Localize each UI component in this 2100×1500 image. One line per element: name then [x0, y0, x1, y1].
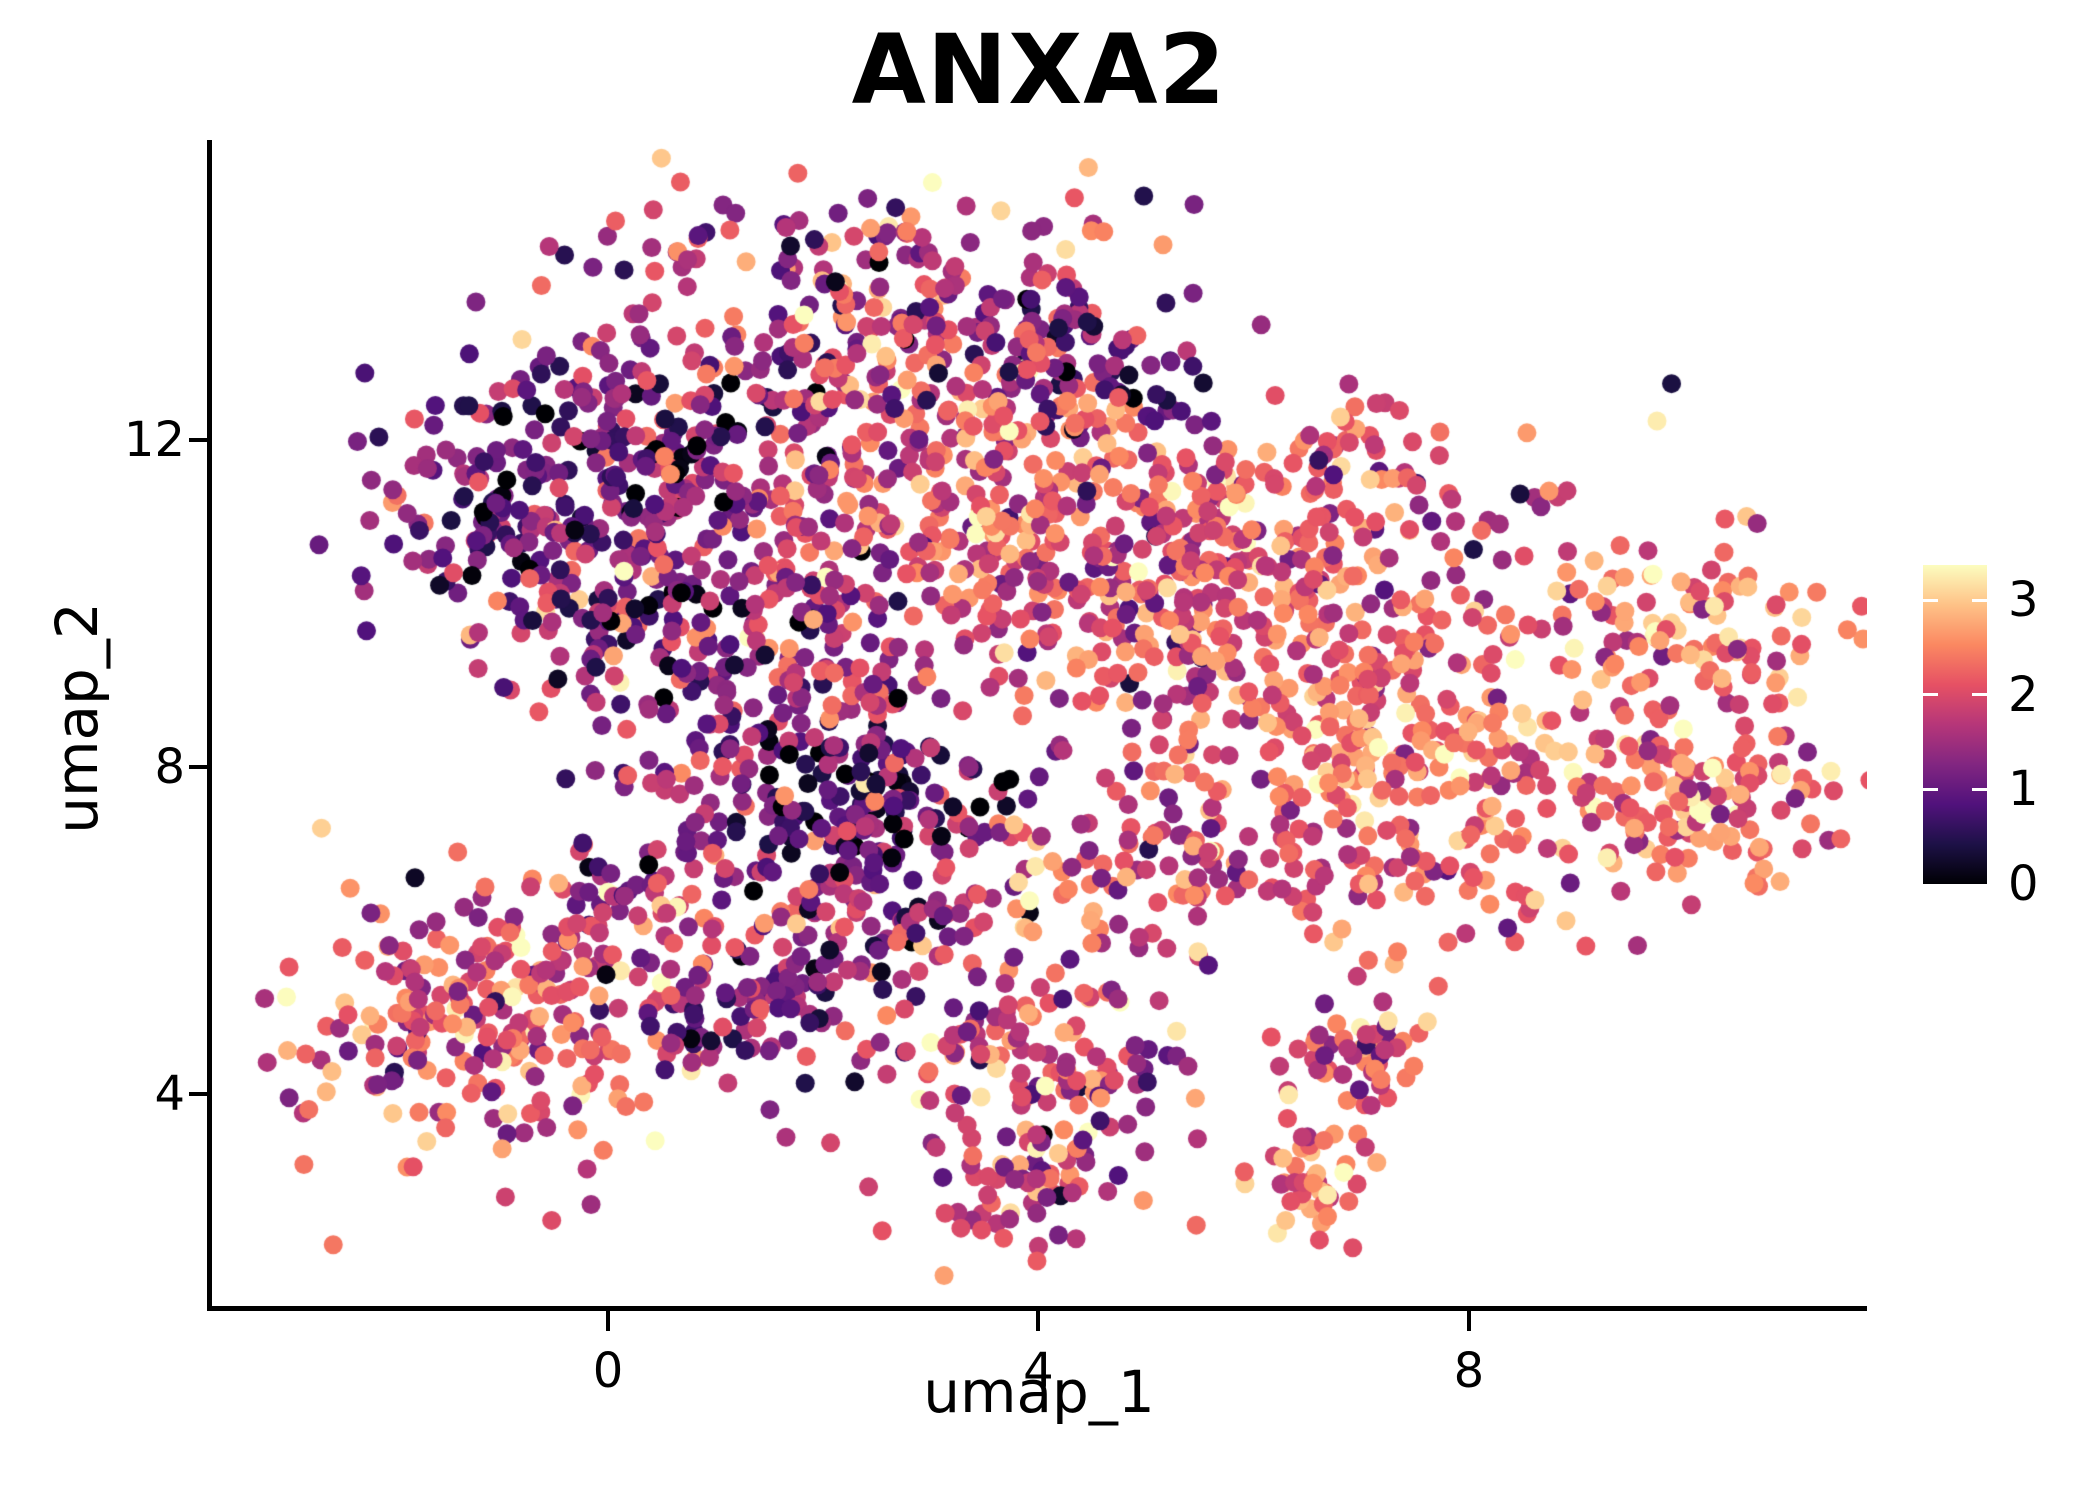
- colorbar: [1923, 565, 1987, 884]
- colorbar-tick-mark-3: [1923, 598, 1938, 602]
- y-tick-label-12: 12: [123, 412, 185, 469]
- y-axis-label: umap_2: [43, 602, 111, 834]
- colorbar-tick-mark-r-2: [1972, 693, 1987, 697]
- x-tick-label-0: 0: [592, 1343, 624, 1399]
- x-tick-mark-0: [606, 1311, 611, 1331]
- x-tick-mark-8: [1466, 1311, 1471, 1331]
- x-tick-label-8: 8: [1453, 1343, 1485, 1399]
- x-tick-label-4: 4: [1023, 1343, 1054, 1399]
- x-tick-mark-4: [1036, 1311, 1041, 1331]
- y-tick-label-4: 4: [154, 1066, 185, 1123]
- y-tick-mark-8: [189, 765, 207, 770]
- colorbar-tick-label-2: 2: [2008, 666, 2039, 723]
- colorbar-tick-mark-1: [1923, 787, 1938, 791]
- y-tick-label-8: 8: [154, 739, 185, 796]
- colorbar-tick-mark-2: [1923, 693, 1938, 697]
- x-axis-spine: [207, 1306, 1867, 1311]
- colorbar-tick-mark-r-1: [1972, 787, 1987, 791]
- y-tick-mark-12: [189, 438, 207, 443]
- y-axis-spine: [207, 140, 212, 1311]
- x-axis-label: umap_1: [923, 1358, 1155, 1426]
- colorbar-tick-label-3: 3: [2008, 572, 2039, 629]
- chart-title: ANXA2: [851, 14, 1227, 126]
- y-tick-mark-4: [189, 1092, 207, 1097]
- colorbar-tick-label-0: 0: [2008, 856, 2039, 912]
- colorbar-tick-label-1: 1: [2008, 761, 2039, 818]
- umap-point-cloud: [211, 140, 1867, 1306]
- colorbar-tick-mark-r-3: [1972, 598, 1987, 602]
